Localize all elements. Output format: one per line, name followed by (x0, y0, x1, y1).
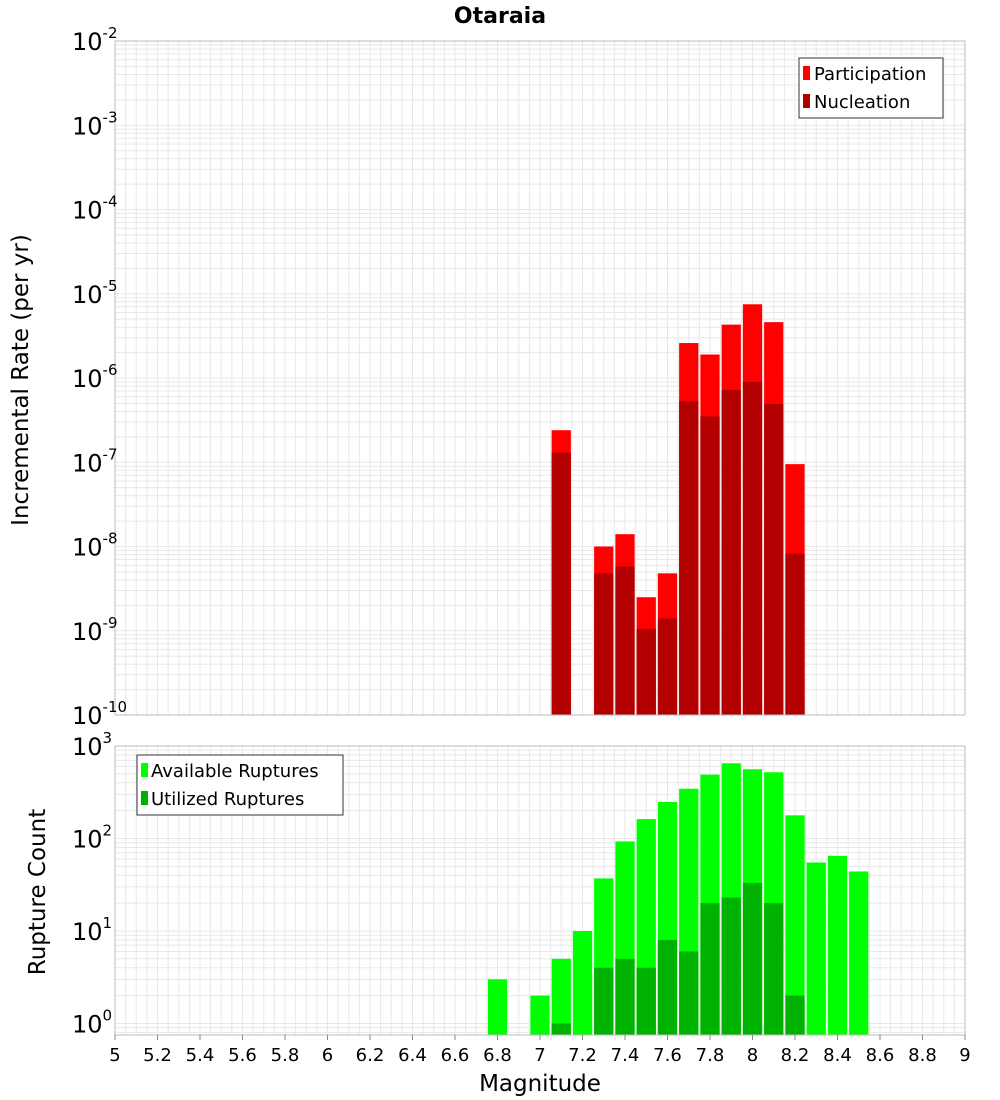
x-tick-label: 6.8 (483, 1045, 512, 1066)
available-legend-swatch (141, 763, 148, 777)
y-tick-label: 10-4 (72, 193, 118, 225)
participation-legend-label: Participation (814, 64, 926, 85)
nucleation-bar-7.6 (657, 618, 678, 715)
y-tick-label: 100 (72, 1006, 112, 1038)
nucleation-bar-7.7 (679, 401, 699, 715)
nucleation-legend-swatch (803, 94, 810, 108)
available-bar-8.4 (827, 855, 848, 1035)
count-y-axis-label: Rupture Count (25, 809, 51, 975)
x-tick-label: 8.4 (823, 1045, 852, 1066)
x-tick-label: 8.2 (781, 1045, 810, 1066)
x-tick-label: 7.6 (653, 1045, 682, 1066)
x-tick-label: 8.6 (866, 1045, 895, 1066)
x-tick-label: 6.6 (441, 1045, 470, 1066)
x-tick-label: 5.8 (271, 1045, 300, 1066)
utilized-bar-7.3 (594, 967, 614, 1035)
rate-grid (114, 40, 966, 716)
utilized-bar-7.4 (615, 958, 635, 1035)
x-tick-label: 6 (322, 1045, 333, 1066)
nucleation-bar-7.5 (636, 628, 656, 715)
nucleation-bar-7.3 (594, 573, 614, 715)
utilized-bar-8.1 (764, 903, 784, 1035)
nucleation-bar-7.9 (721, 390, 741, 715)
x-tick-label: 7.2 (568, 1045, 597, 1066)
count-legend-box (136, 754, 344, 816)
available-bar-8.2 (785, 815, 805, 1035)
x-tick-label: 7 (534, 1045, 545, 1066)
utilized-bar-8.2 (785, 995, 805, 1035)
rate-y-axis-label: Incremental Rate (per yr) (8, 234, 34, 526)
count-panel: 100 101 102 103 Rupture Count Available Rup… (25, 729, 966, 1038)
y-tick-label: 103 (72, 729, 112, 761)
x-tick-label: 8.8 (908, 1045, 937, 1066)
y-tick-label: 101 (72, 914, 112, 946)
utilized-bar-7.1 (551, 1023, 571, 1035)
available-legend-label: Available Ruptures (151, 761, 319, 782)
count-y-ticks: 100 101 102 103 (72, 729, 112, 1038)
x-tick-label: 5.4 (186, 1045, 215, 1066)
x-tick-label: 8 (747, 1045, 758, 1066)
y-tick-label: 10-2 (72, 24, 118, 56)
nucleation-bar-7.1 (551, 452, 571, 715)
x-tick-label: 6.2 (356, 1045, 385, 1066)
y-tick-label: 10-5 (72, 277, 118, 309)
count-legend: Available Ruptures Utilized Ruptures (136, 754, 344, 816)
rate-y-ticks: 10-10 10-9 10-8 10-7 10-6 10-5 10-4 10-3 10-2 (72, 24, 127, 730)
nucleation-bar-8.1 (764, 404, 784, 715)
y-tick-label: 10-3 (72, 108, 118, 140)
utilized-bar-7.9 (721, 897, 741, 1035)
available-bar-7.2 (572, 930, 593, 1035)
x-tick-label: 7.4 (611, 1045, 640, 1066)
available-bar-7 (530, 995, 550, 1035)
nucleation-bar-7.4 (615, 566, 635, 715)
utilized-legend-label: Utilized Ruptures (151, 789, 304, 810)
nucleation-legend-label: Nucleation (814, 92, 910, 113)
utilized-legend-swatch (141, 791, 148, 805)
available-bar-8.5 (849, 871, 869, 1035)
x-tick-label: 9 (959, 1045, 970, 1066)
participation-legend-swatch (803, 66, 810, 80)
x-tick-label: 5.2 (143, 1045, 172, 1066)
x-tick-label: 5 (109, 1045, 120, 1066)
y-tick-label: 10-8 (72, 530, 118, 562)
rate-legend: Participation Nucleation (798, 57, 944, 119)
available-bar-7.1 (551, 958, 571, 1035)
chart-title: Otaraia (454, 4, 546, 29)
rate-panel: 10-10 10-9 10-8 10-7 10-6 10-5 10-4 10-3 10-2 In… (8, 24, 966, 730)
nucleation-bar-8.2 (785, 553, 805, 715)
x-axis-ticks: 5 5.2 5.4 5.6 5.8 6 6.2 6.4 6.6 6.8 7 7.2 7.4 7.6 7.8 8… (109, 1035, 971, 1066)
nucleation-bar-8 (742, 381, 763, 715)
utilized-bar-8 (742, 883, 763, 1035)
x-tick-label: 7.8 (696, 1045, 725, 1066)
rate-plot-frame (114, 40, 966, 716)
x-tick-label: 6.4 (398, 1045, 427, 1066)
nucleation-bar-7.8 (700, 416, 720, 715)
y-tick-label: 102 (72, 821, 112, 853)
utilized-bar-7.8 (700, 903, 720, 1035)
x-axis-label: Magnitude (479, 1071, 601, 1097)
y-tick-label: 10-6 (72, 361, 118, 393)
available-bar-8.3 (806, 862, 826, 1035)
utilized-bar-7.5 (636, 967, 656, 1035)
y-tick-label: 10-10 (72, 698, 127, 730)
y-tick-label: 10-7 (72, 445, 118, 477)
rate-legend-box (798, 57, 944, 119)
available-bar-6.8 (487, 979, 508, 1035)
rate-bars (551, 304, 805, 715)
count-bars (487, 763, 869, 1035)
utilized-bar-7.7 (679, 951, 699, 1035)
utilized-bar-7.6 (657, 939, 678, 1035)
y-tick-label: 10-9 (72, 614, 118, 646)
x-tick-label: 5.6 (228, 1045, 257, 1066)
